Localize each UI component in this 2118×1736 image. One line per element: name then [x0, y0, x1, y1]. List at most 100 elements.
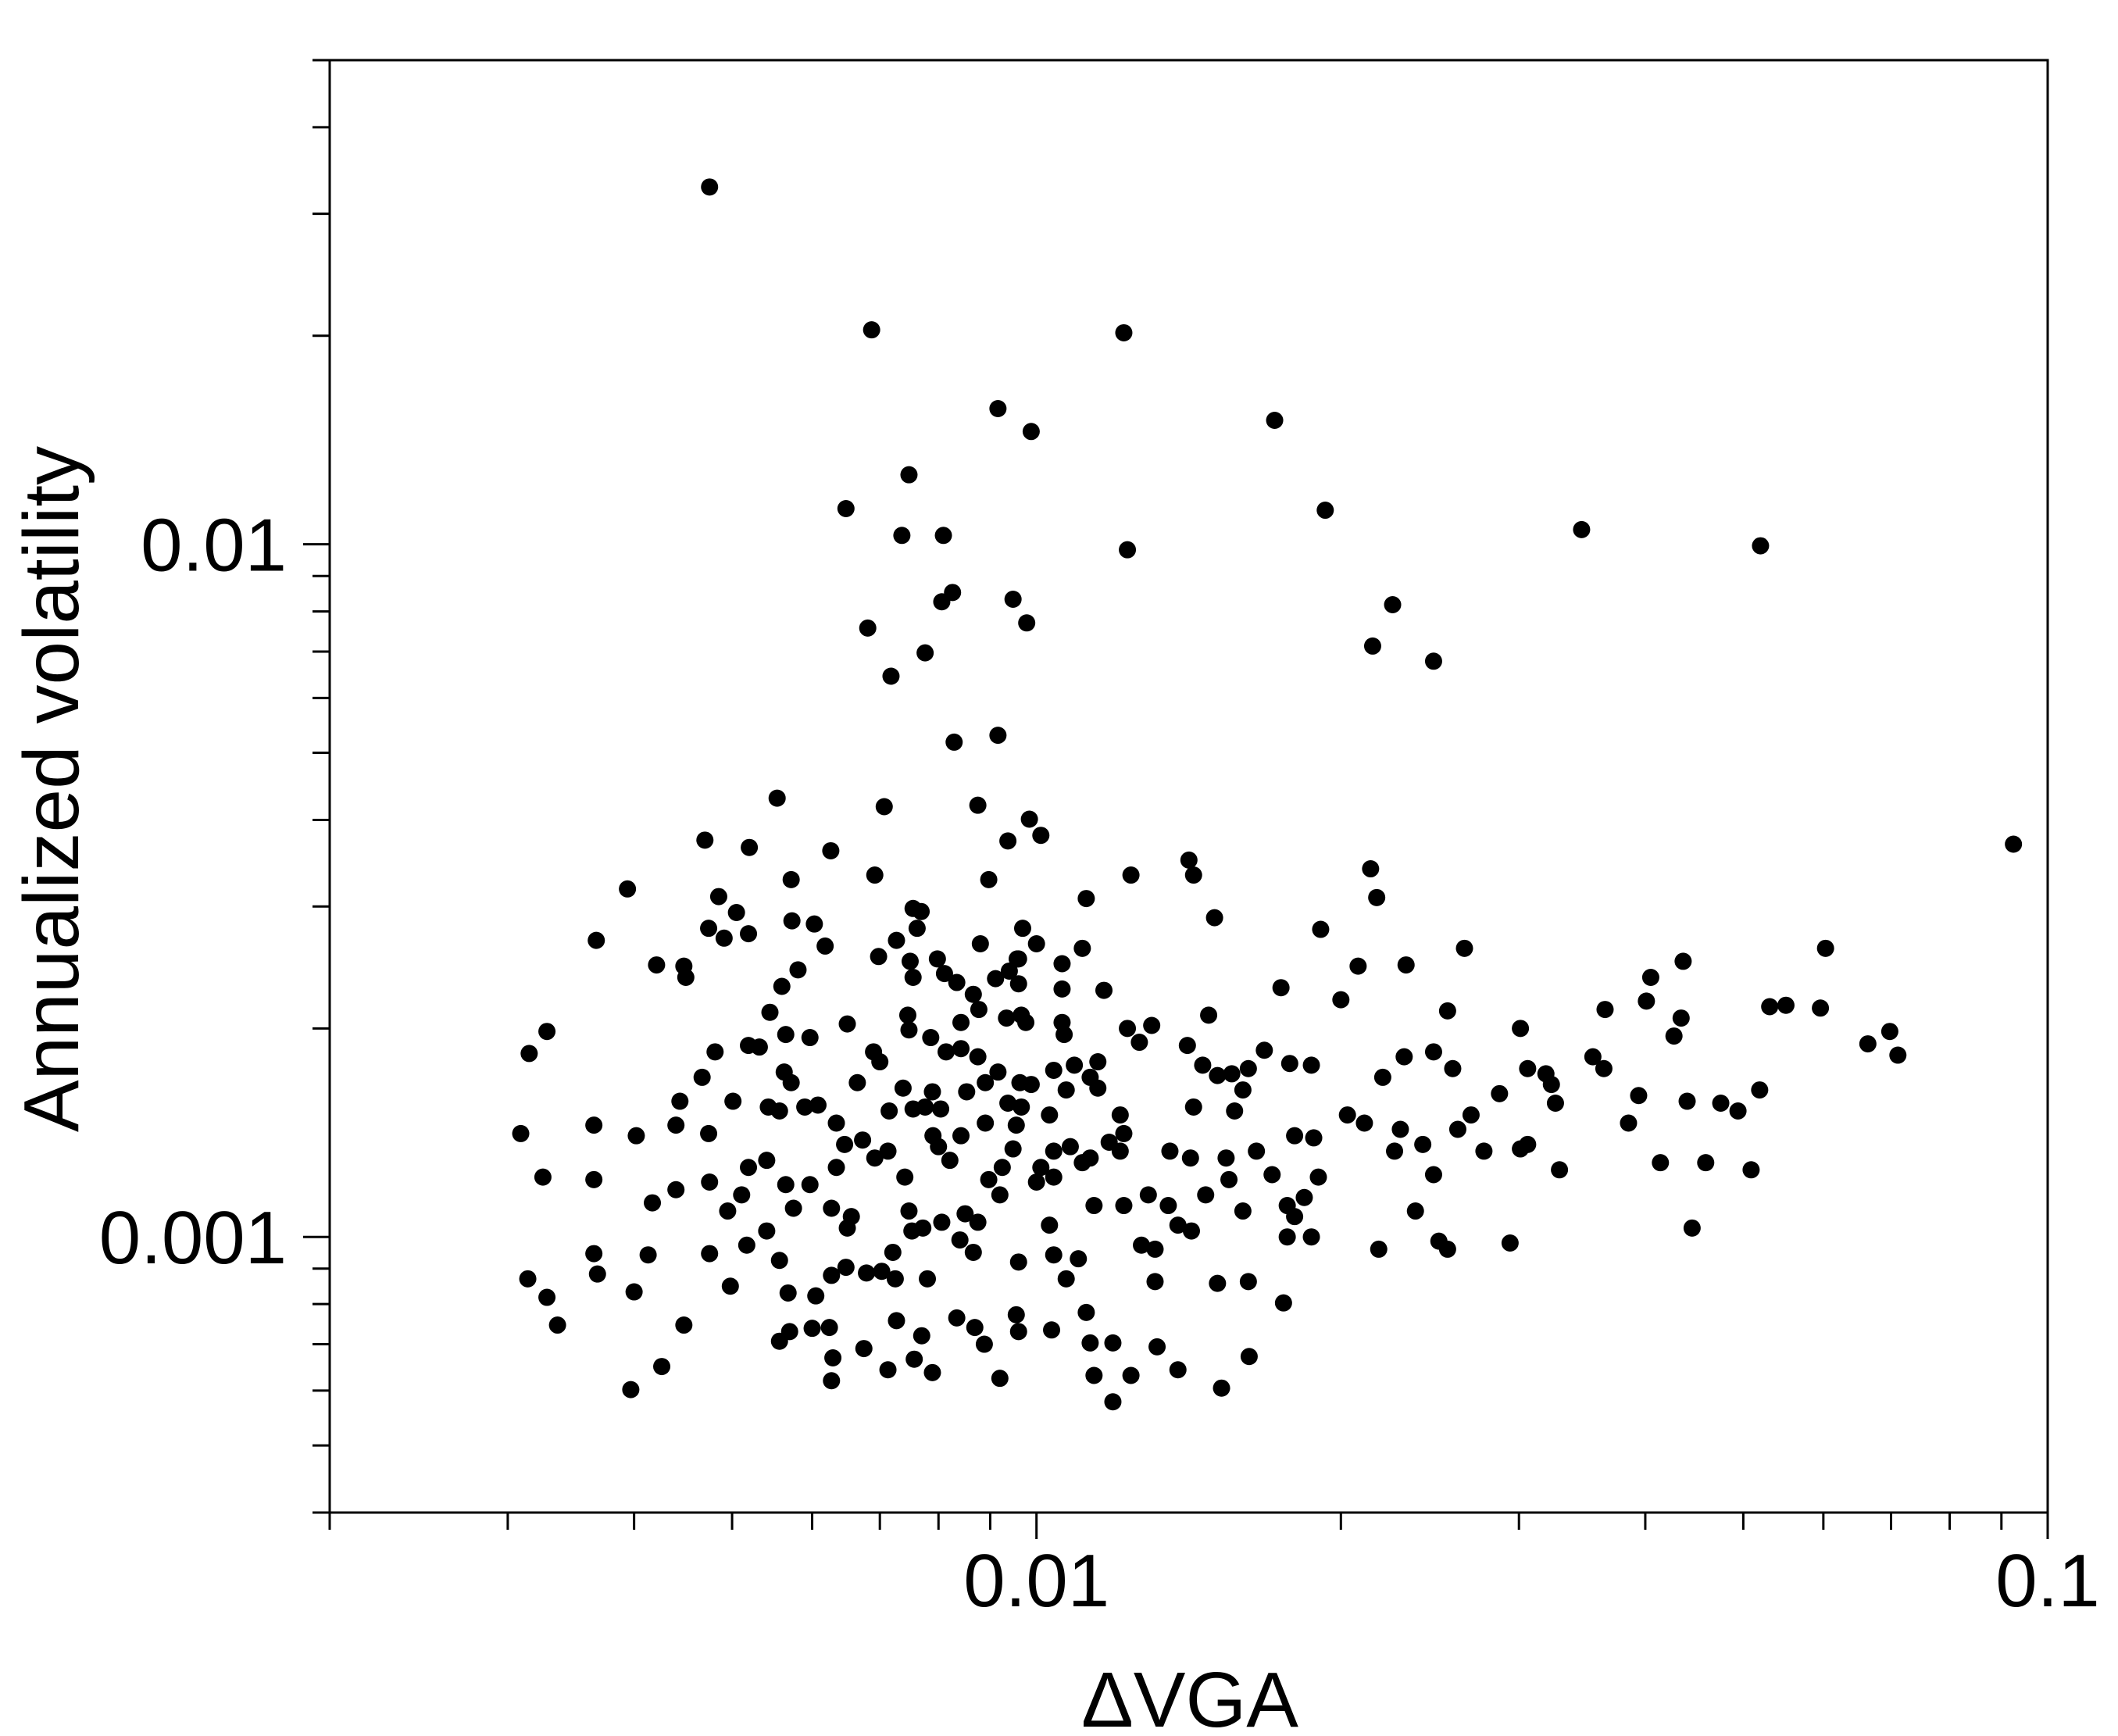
point [900, 466, 918, 484]
point [759, 1098, 777, 1116]
point [1148, 1338, 1166, 1356]
point [894, 1079, 912, 1097]
point [952, 1040, 970, 1058]
point [842, 1208, 860, 1226]
point [1111, 1106, 1129, 1124]
point [964, 985, 982, 1003]
point [1266, 411, 1284, 429]
point [1312, 920, 1330, 938]
point [859, 619, 877, 637]
point [893, 527, 911, 545]
point [1280, 1055, 1298, 1073]
point [696, 831, 714, 849]
point [900, 1202, 918, 1220]
point [1816, 939, 1834, 957]
point [980, 1170, 998, 1188]
point [838, 1015, 856, 1033]
point [999, 1094, 1017, 1112]
point [1209, 1274, 1227, 1292]
point [848, 1073, 866, 1091]
point [1752, 537, 1770, 555]
point [520, 1045, 538, 1063]
point [1305, 1129, 1323, 1147]
point [1596, 1001, 1614, 1019]
point [922, 1029, 940, 1047]
point [905, 1350, 923, 1368]
point [1184, 1098, 1202, 1116]
point [1551, 1161, 1569, 1179]
point [896, 1168, 914, 1186]
point [1077, 890, 1095, 908]
point [1630, 1087, 1648, 1105]
point [1384, 596, 1402, 614]
point [987, 970, 1005, 988]
point [1057, 1270, 1075, 1288]
point [1169, 1361, 1187, 1379]
point [1115, 323, 1133, 341]
point [977, 1114, 995, 1132]
point [738, 1236, 755, 1254]
point [706, 1043, 724, 1061]
point [823, 1266, 841, 1284]
point [1859, 1035, 1877, 1053]
point [969, 1048, 987, 1066]
point [639, 1246, 657, 1264]
point [901, 952, 919, 970]
point [1119, 1020, 1137, 1038]
point [1045, 1246, 1063, 1264]
point [938, 1043, 955, 1061]
point [709, 888, 727, 906]
point [854, 1131, 872, 1149]
point [855, 1340, 873, 1358]
point [1043, 1321, 1061, 1339]
point [880, 1102, 898, 1120]
point [727, 903, 745, 921]
point [1081, 1334, 1099, 1352]
point [932, 1100, 950, 1118]
point [969, 796, 987, 814]
point [951, 1231, 969, 1249]
point [823, 1372, 841, 1390]
point [1055, 1026, 1073, 1044]
point [1181, 1149, 1199, 1167]
point [866, 866, 884, 884]
point [768, 789, 786, 807]
point [1234, 1081, 1252, 1099]
point [780, 1323, 798, 1341]
point [1194, 1056, 1212, 1074]
point [1424, 1043, 1442, 1061]
point [733, 1186, 751, 1204]
point [1595, 1059, 1613, 1077]
point [923, 1363, 941, 1381]
point [882, 667, 900, 685]
point [701, 178, 719, 196]
point [1184, 866, 1202, 884]
point [1519, 1059, 1537, 1077]
point [715, 929, 733, 947]
point [534, 1168, 552, 1186]
point [958, 1083, 976, 1101]
point [991, 1370, 1009, 1388]
point [1584, 1048, 1602, 1066]
point [1081, 1149, 1099, 1167]
point [1234, 1202, 1252, 1220]
point [758, 1152, 776, 1170]
point [1263, 1166, 1281, 1184]
point [941, 1152, 959, 1170]
point [719, 1202, 737, 1220]
point [801, 1176, 819, 1194]
point [1729, 1102, 1747, 1120]
point [1133, 1236, 1151, 1254]
point [779, 1284, 797, 1302]
point [1355, 1114, 1373, 1132]
point [619, 880, 637, 898]
point [1022, 1076, 1040, 1094]
point [1546, 1094, 1564, 1112]
point [827, 1159, 845, 1177]
point [998, 1009, 1016, 1027]
point [934, 527, 952, 545]
point [884, 1243, 902, 1261]
point [1397, 956, 1415, 974]
point [1363, 637, 1381, 655]
